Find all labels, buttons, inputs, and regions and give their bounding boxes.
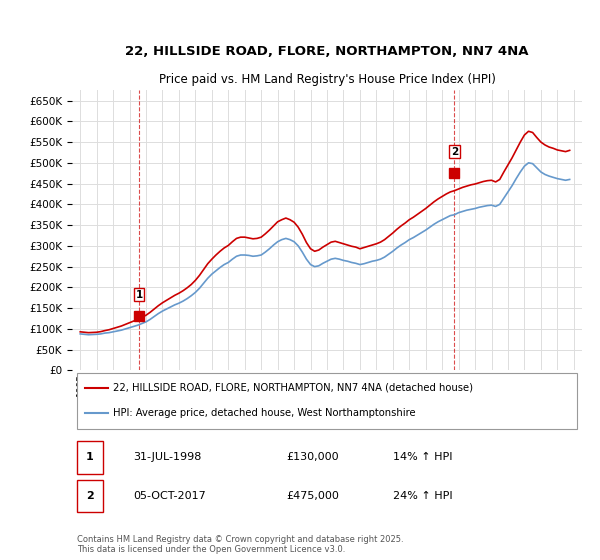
- FancyBboxPatch shape: [77, 374, 577, 428]
- Text: HPI: Average price, detached house, West Northamptonshire: HPI: Average price, detached house, West…: [113, 408, 415, 418]
- Text: 1: 1: [86, 452, 94, 463]
- Text: Contains HM Land Registry data © Crown copyright and database right 2025.
This d: Contains HM Land Registry data © Crown c…: [77, 535, 404, 554]
- Text: Price paid vs. HM Land Registry's House Price Index (HPI): Price paid vs. HM Land Registry's House …: [158, 73, 496, 86]
- Text: 05-OCT-2017: 05-OCT-2017: [133, 491, 206, 501]
- Text: 24% ↑ HPI: 24% ↑ HPI: [394, 491, 453, 501]
- Text: 1: 1: [136, 290, 143, 300]
- Text: 14% ↑ HPI: 14% ↑ HPI: [394, 452, 453, 463]
- Text: 22, HILLSIDE ROAD, FLORE, NORTHAMPTON, NN7 4NA (detached house): 22, HILLSIDE ROAD, FLORE, NORTHAMPTON, N…: [113, 382, 473, 393]
- Text: 2: 2: [86, 491, 94, 501]
- Text: £130,000: £130,000: [286, 452, 339, 463]
- FancyBboxPatch shape: [77, 480, 103, 512]
- Text: £475,000: £475,000: [286, 491, 339, 501]
- Text: 22, HILLSIDE ROAD, FLORE, NORTHAMPTON, NN7 4NA: 22, HILLSIDE ROAD, FLORE, NORTHAMPTON, N…: [125, 45, 529, 58]
- Text: 2: 2: [451, 147, 458, 157]
- Text: 31-JUL-1998: 31-JUL-1998: [133, 452, 202, 463]
- FancyBboxPatch shape: [77, 441, 103, 474]
